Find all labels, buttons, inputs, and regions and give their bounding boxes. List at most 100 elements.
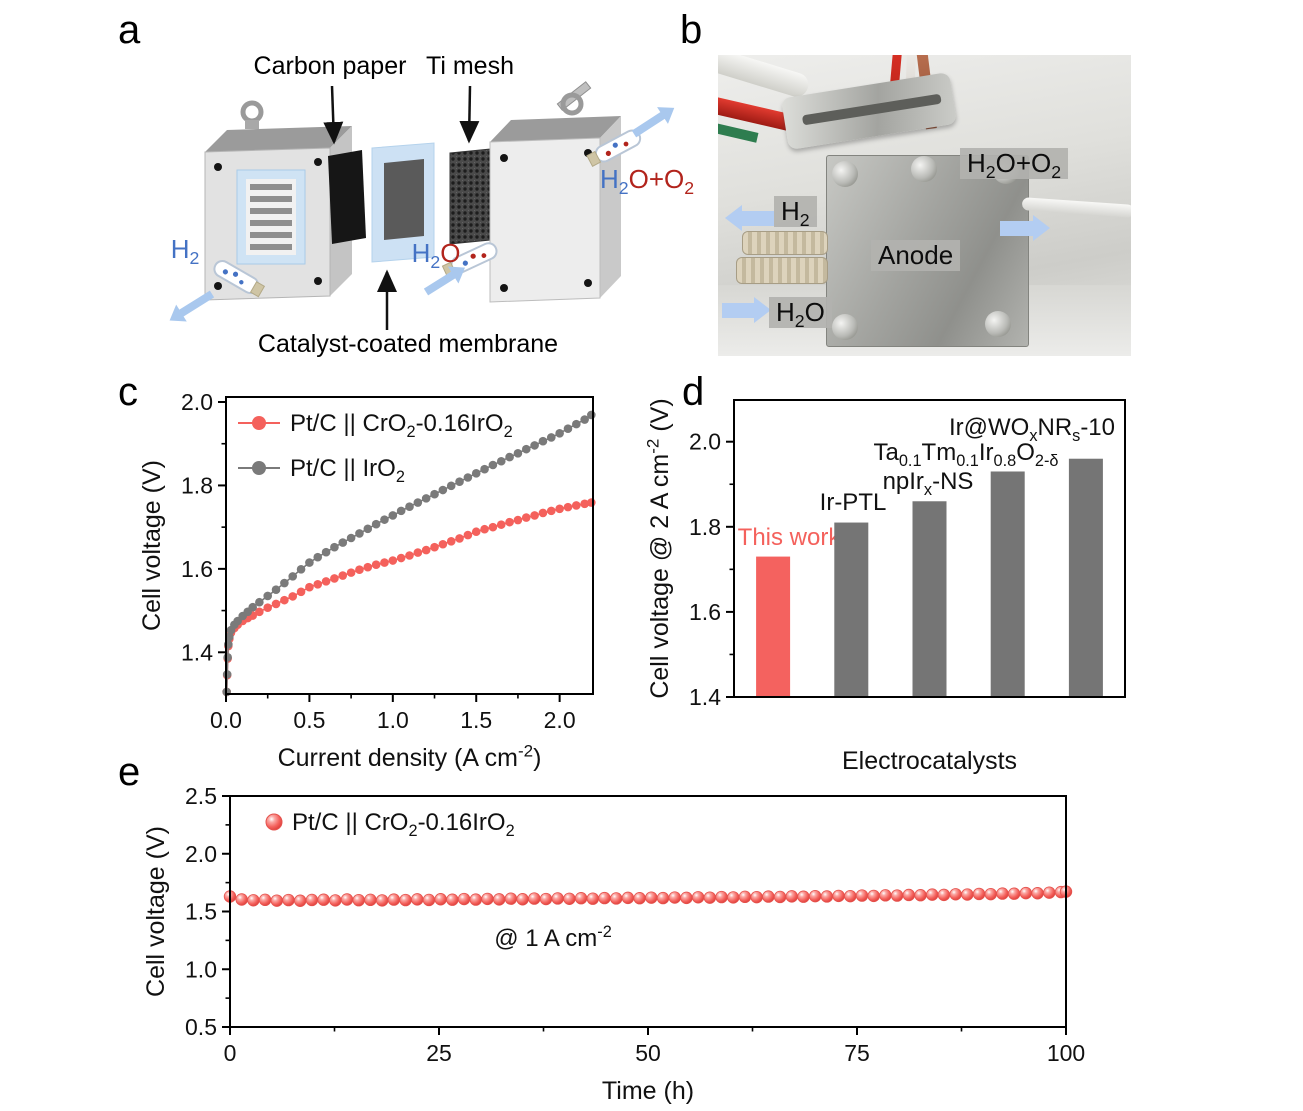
data-point-c-1	[222, 670, 232, 679]
data-point-e-0	[563, 892, 576, 905]
data-point-c-1	[388, 511, 398, 520]
data-point-c-1	[338, 538, 348, 547]
flow-field-window	[246, 179, 296, 255]
h2o-flow-arrow	[423, 266, 466, 296]
data-point-c-1	[446, 481, 456, 491]
data-point-c-1	[496, 456, 506, 466]
data-point-c-1	[405, 502, 414, 512]
data-point-e-0	[914, 889, 927, 902]
y-tick-label-e: 1.0	[185, 956, 217, 982]
data-point-e-0	[551, 892, 564, 905]
data-point-c-0	[488, 522, 498, 532]
data-point-c-1	[438, 485, 448, 495]
data-point-e-0	[574, 892, 588, 905]
eyelet-base	[245, 120, 259, 129]
data-point-e-0	[926, 888, 939, 901]
data-point-c-1	[555, 428, 564, 438]
catalyst-coated-membrane	[371, 142, 435, 263]
data-point-c-0	[288, 592, 298, 601]
y-axis-title-c: Cell voltage (V)	[138, 460, 166, 631]
data-point-e-0	[727, 891, 740, 904]
data-point-c-0	[330, 574, 339, 583]
data-point-e-0	[411, 893, 424, 906]
data-point-c-0	[555, 504, 564, 514]
data-point-c-0	[346, 568, 356, 577]
data-point-e-0	[668, 891, 681, 904]
h2-label: H2	[171, 234, 200, 268]
data-point-e-0	[996, 887, 1009, 900]
data-point-c-1	[263, 591, 273, 601]
h2-flow-arrow	[169, 290, 215, 322]
x-tick-label-e: 0	[224, 1040, 237, 1066]
x-tick-label-e: 75	[844, 1040, 870, 1066]
panel-letter-b: b	[680, 8, 703, 52]
data-point-e-0	[691, 891, 705, 904]
data-point-e-0	[809, 889, 822, 903]
legend-label: Pt/C || CrO2-0.16IrO2	[292, 809, 515, 840]
bolt-holes	[214, 158, 322, 290]
photo-label-h2o: H2O	[769, 297, 832, 330]
data-point-e-0	[270, 894, 284, 907]
data-point-e-0	[469, 893, 482, 906]
data-point-c-1	[471, 469, 481, 478]
h2-outlet-tube-icon	[213, 260, 266, 298]
legend-entry-e: Pt/C || CrO2-0.16IrO2	[265, 809, 515, 840]
y-tick-label-c: 1.8	[181, 472, 213, 498]
data-point-e-0	[610, 892, 623, 905]
data-point-e-0	[1019, 886, 1033, 900]
data-point-c-1	[225, 632, 234, 642]
data-point-c-0	[263, 603, 273, 612]
data-point-e-0	[750, 890, 763, 904]
x-tick-label-c: 0.5	[293, 707, 325, 733]
legend-marker	[252, 461, 266, 475]
photo-label-h2o-o2: H2O+O2	[960, 148, 1069, 181]
data-point-e-0	[481, 892, 494, 906]
data-point-c-1	[463, 473, 473, 482]
data-point-c-0	[430, 542, 439, 552]
data-point-e-0	[785, 890, 798, 903]
y-tick-label-e: 2.0	[185, 841, 217, 867]
data-point-e-0	[528, 892, 541, 905]
data-point-e-0	[282, 893, 295, 907]
data-point-c-0	[505, 517, 514, 527]
data-point-c-0	[463, 530, 473, 540]
data-point-e-0	[305, 893, 319, 907]
ti-mesh-arrow	[459, 85, 480, 144]
bar-ta0-1tm0-1ir0-8o2-	[990, 471, 1025, 697]
h2o-o2-flow-arrow	[631, 107, 675, 138]
data-point-e-0	[539, 892, 553, 906]
data-point-c-0	[321, 577, 331, 586]
inlet-fitting	[736, 257, 828, 284]
data-point-e-0	[294, 894, 307, 907]
data-point-e-0	[832, 889, 845, 903]
data-point-c-0	[305, 582, 314, 592]
x-tick-label-c: 1.0	[377, 707, 409, 733]
legend-label: Pt/C || IrO2	[290, 455, 405, 486]
y-tick-label-d: 2.0	[689, 429, 721, 455]
legend-marker	[252, 416, 266, 430]
data-point-e-0	[867, 889, 880, 903]
data-point-c-1	[255, 597, 264, 607]
data-point-e-0	[773, 890, 787, 904]
data-point-c-0	[455, 534, 464, 543]
carbon-paper-label: Carbon paper	[254, 52, 407, 80]
membrane-label: Catalyst-coated membrane	[258, 330, 558, 358]
data-point-c-0	[280, 595, 289, 605]
data-point-c-1	[363, 524, 373, 534]
data-point-e-0	[656, 891, 670, 905]
h2-out-arrow	[725, 205, 774, 231]
h2o-in-arrow	[722, 297, 771, 323]
data-point-c-1	[280, 578, 289, 588]
annotation-e: @ 1 A cm-2	[494, 923, 612, 952]
data-point-e-0	[504, 892, 518, 905]
panel-letter-d: d	[682, 370, 705, 414]
legend-marker	[265, 813, 283, 831]
panel-letter-c: c	[118, 370, 138, 414]
y-tick-label-e: 1.5	[185, 899, 217, 925]
data-point-e-0	[633, 892, 646, 905]
data-point-e-0	[387, 893, 401, 906]
data-point-c-1	[421, 494, 431, 503]
data-point-c-1	[505, 452, 514, 462]
data-point-c-0	[271, 599, 281, 609]
